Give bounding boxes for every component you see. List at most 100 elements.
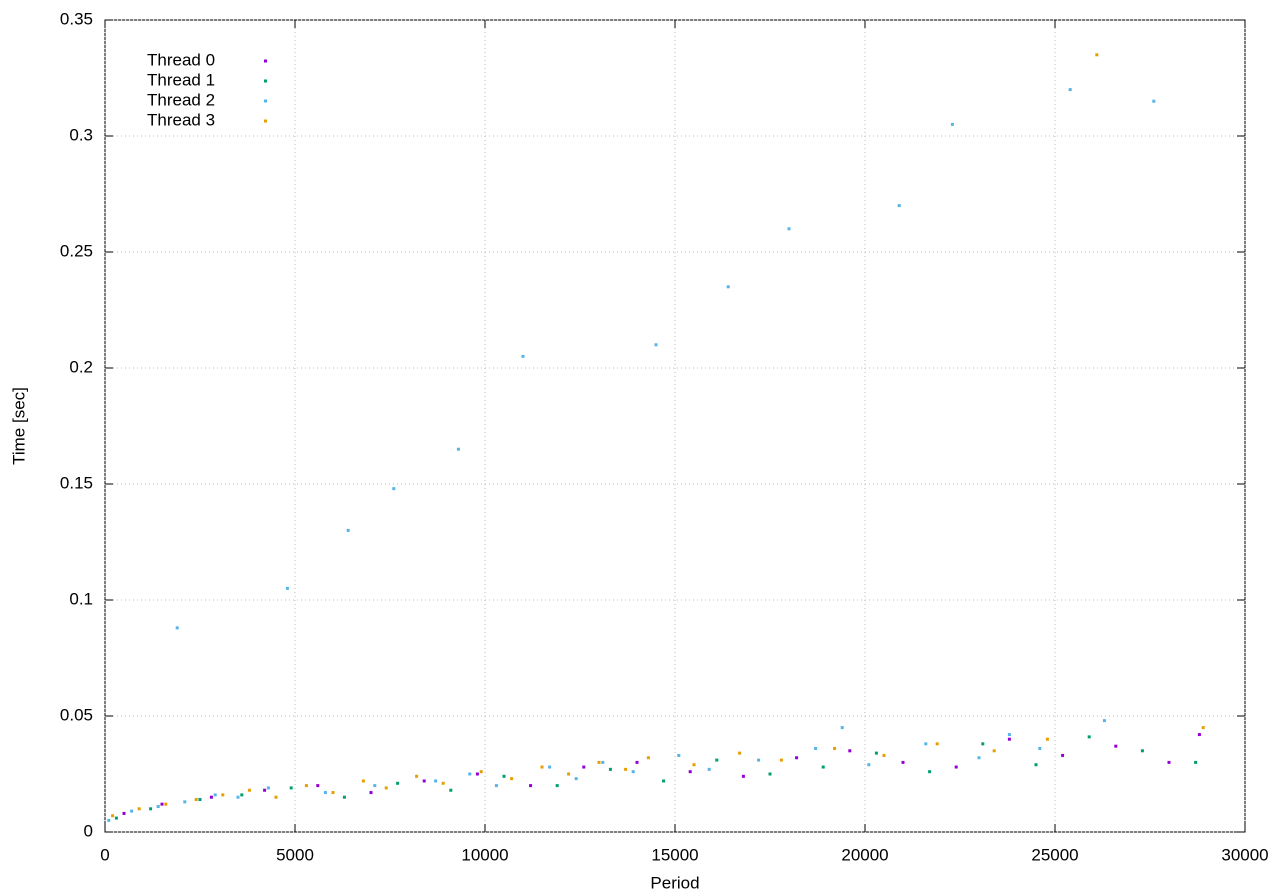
point [384,786,388,790]
point [624,767,628,771]
point [821,765,825,769]
y-tick-label: 0.05 [60,705,93,724]
point [954,765,958,769]
point [597,760,601,764]
point [707,767,711,771]
point [213,793,217,797]
y-tick-label: 0.35 [60,9,93,28]
point [274,795,278,799]
point [441,781,445,785]
point [111,814,115,818]
point [160,802,164,806]
point [494,784,498,788]
point [1045,737,1049,741]
point [183,800,187,804]
point [726,285,730,289]
point [977,756,981,760]
point [635,760,639,764]
point [928,770,932,774]
point [555,784,559,788]
point [392,487,396,491]
point [240,793,244,797]
point [567,772,571,776]
point [107,818,111,822]
y-tick-label: 0.3 [69,125,93,144]
point [1102,719,1106,723]
point [247,788,251,792]
x-tick-label: 25000 [1031,845,1078,864]
y-tick-label: 0.25 [60,241,93,260]
point [1061,753,1065,757]
legend-marker [264,79,267,83]
point [840,726,844,730]
point [848,749,852,753]
point [285,586,289,590]
point [601,760,605,764]
point [323,791,327,795]
point [867,763,871,767]
point [316,784,320,788]
point [266,786,270,790]
point [688,770,692,774]
point [122,811,126,815]
x-tick-label: 30000 [1221,845,1268,864]
point [369,791,373,795]
legend-label: Thread 3 [147,110,215,129]
point [882,753,886,757]
point [874,751,878,755]
point [574,777,578,781]
point [137,807,141,811]
point [130,809,134,813]
point [1140,749,1144,753]
point [715,758,719,762]
point [1194,760,1198,764]
point [741,774,745,778]
point [529,784,533,788]
point [422,779,426,783]
point [1167,760,1171,764]
point [992,749,996,753]
point [631,770,635,774]
legend-label: Thread 0 [147,50,215,69]
y-tick-label: 0 [84,821,93,840]
y-axis-label: Time [sec] [9,387,28,465]
point [434,779,438,783]
legend-marker [264,59,267,63]
point [833,746,837,750]
point [582,765,586,769]
point [221,793,225,797]
point [475,772,479,776]
point [1007,733,1011,737]
point [1152,99,1156,103]
point [1007,737,1011,741]
point [768,772,772,776]
point [114,816,118,820]
legend-label: Thread 1 [147,70,215,89]
point [1095,53,1099,57]
point [1087,735,1091,739]
x-tick-label: 5000 [276,845,314,864]
point [149,807,153,811]
point [304,784,308,788]
point [1068,88,1072,92]
point [263,788,267,792]
point [331,791,335,795]
point [373,784,377,788]
point [164,802,168,806]
point [521,354,525,358]
point [289,786,293,790]
point [1197,733,1201,737]
y-tick-label: 0.1 [69,589,93,608]
point [662,779,666,783]
point [468,772,472,776]
point [540,765,544,769]
point [548,765,552,769]
legend-marker [264,99,267,103]
point [194,798,198,802]
x-tick-label: 0 [100,845,109,864]
point [950,122,954,126]
point [897,204,901,208]
point [479,770,483,774]
point [346,528,350,532]
